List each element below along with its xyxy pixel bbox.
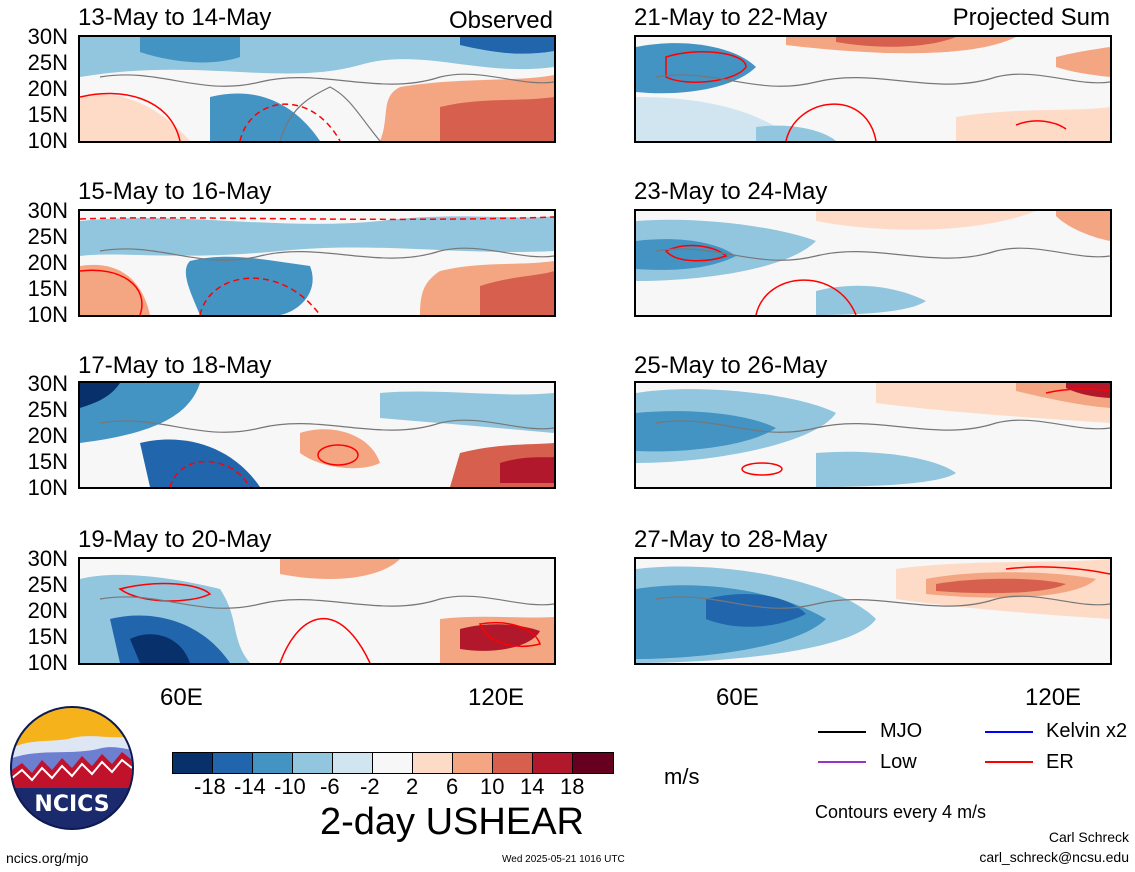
legend-line-mjo: [818, 731, 866, 733]
lat-label: 15N: [27, 102, 68, 127]
colorbar-swatch: [533, 753, 573, 773]
lat-label: 20N: [27, 250, 68, 275]
lat-label: 25N: [27, 50, 68, 75]
lat-label: 30N: [27, 546, 68, 571]
colorbar-swatch: [293, 753, 333, 773]
colorbar-swatch: [213, 753, 253, 773]
lat-label: 20N: [27, 423, 68, 448]
panel-title: 21-May to 22-May: [634, 4, 828, 31]
lon-label: 60E: [160, 684, 203, 711]
legend-line-er: [985, 761, 1033, 763]
map-panel: [634, 381, 1112, 489]
lat-label: 10N: [27, 650, 68, 675]
legend-label: Low: [880, 751, 917, 773]
colorbar-swatch: [253, 753, 293, 773]
colorbar-label: 2: [406, 774, 419, 799]
map-panel: [634, 35, 1112, 143]
legend-line-kelvin: [985, 731, 1033, 733]
panel-tag-projected: Projected Sum: [952, 4, 1110, 31]
panel-title: 13-May to 14-May: [78, 4, 272, 31]
map-panel: [78, 381, 556, 489]
logo-text: NCICS: [34, 792, 110, 817]
legend-label: ER: [1046, 751, 1074, 773]
panel-title: 17-May to 18-May: [78, 352, 272, 379]
panel-tag-observed: Observed: [448, 7, 553, 34]
colorbar-swatch: [333, 753, 373, 773]
colorbar-swatch: [173, 753, 213, 773]
lat-label: 10N: [27, 128, 68, 153]
colorbar-label: -10: [274, 774, 306, 799]
contour-note: Contours every 4 m/s: [815, 802, 987, 822]
colorbar-label: -18: [194, 774, 226, 799]
author: Carl Schreck: [1048, 829, 1129, 845]
lat-label: 25N: [27, 397, 68, 422]
legend-line-low: [818, 761, 866, 763]
colorbar-swatch: [453, 753, 493, 773]
map-panel: [78, 35, 556, 143]
colorbar-swatch: [493, 753, 533, 773]
colorbar-label: -14: [234, 774, 266, 799]
map-panel: [78, 209, 556, 317]
panel-title: 19-May to 20-May: [78, 526, 272, 553]
lat-label: 15N: [27, 449, 68, 474]
colorbar-label: -6: [320, 774, 340, 799]
colorbar-label: 10: [480, 774, 505, 799]
lat-label: 25N: [27, 224, 68, 249]
map-panel: [634, 557, 1112, 665]
colorbar: [172, 752, 614, 774]
lat-label: 25N: [27, 572, 68, 597]
email: carl_schreck@ncsu.edu: [979, 849, 1129, 865]
panel-title: 25-May to 26-May: [634, 352, 828, 379]
site-link[interactable]: ncics.org/mjo: [6, 850, 89, 866]
colorbar-label: 14: [520, 774, 545, 799]
colorbar-units: m/s: [664, 764, 700, 789]
colorbar-swatch: [573, 753, 613, 773]
lat-label: 30N: [27, 371, 68, 396]
lon-label: 120E: [468, 684, 525, 711]
legend-label: Kelvin x2: [1046, 720, 1128, 742]
lon-label: 120E: [1025, 684, 1082, 711]
lat-label: 15N: [27, 624, 68, 649]
colorbar-label: 18: [560, 774, 585, 799]
map-panel: [634, 209, 1112, 317]
lat-label: 30N: [27, 198, 68, 223]
lat-label: 10N: [27, 302, 68, 327]
lat-label: 15N: [27, 276, 68, 301]
colorbar-label: 6: [446, 774, 459, 799]
panel-title: 15-May to 16-May: [78, 178, 272, 205]
colorbar-swatch: [413, 753, 453, 773]
lat-label: 20N: [27, 76, 68, 101]
legend-label: MJO: [880, 720, 923, 742]
timestamp: Wed 2025-05-21 1016 UTC: [502, 854, 625, 865]
panel-title: 27-May to 28-May: [634, 526, 828, 553]
ncics-logo: NCICS: [10, 706, 134, 830]
colorbar-swatch: [373, 753, 413, 773]
lat-label: 10N: [27, 475, 68, 500]
lon-label: 60E: [716, 684, 759, 711]
figure-title: 2-day USHEAR: [320, 801, 584, 843]
panel-title: 23-May to 24-May: [634, 178, 828, 205]
lat-label: 20N: [27, 598, 68, 623]
colorbar-label: -2: [360, 774, 380, 799]
map-panel: [78, 557, 556, 665]
lat-label: 30N: [27, 24, 68, 49]
